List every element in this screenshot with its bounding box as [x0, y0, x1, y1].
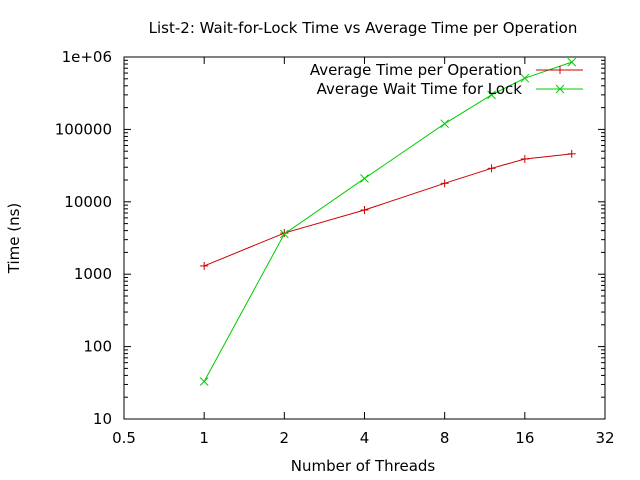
- x-tick-label: 1: [199, 429, 209, 447]
- series-2-point: [279, 229, 289, 239]
- plot-frame: [123, 56, 606, 420]
- series-1-point: [567, 149, 576, 158]
- y-tick-label: 100000: [55, 120, 112, 138]
- x-tick-label: 8: [440, 429, 450, 447]
- series-1-point: [440, 179, 449, 188]
- series-1-point: [360, 206, 369, 215]
- series-1-point: [200, 261, 209, 270]
- y-tick-label: 1000: [74, 265, 112, 283]
- chart-title: List-2: Wait-for-Lock Time vs Average Ti…: [149, 19, 578, 37]
- x-tick-label: 32: [595, 429, 614, 447]
- x-axis-label: Number of Threads: [291, 457, 436, 475]
- series-line-1: [203, 153, 572, 267]
- series-2-point: [199, 377, 209, 386]
- y-tick-label: 10000: [64, 193, 112, 211]
- axis-ticks: 0.5 1 2 4 8 16 32 10 100 1000 10000 100000 1e+06: [55, 48, 615, 447]
- x-tick-label: 16: [515, 429, 534, 447]
- x-tick-label: 2: [280, 429, 290, 447]
- y-tick-label: 100: [83, 338, 112, 356]
- series-2-point: [567, 57, 577, 67]
- plot-lines: [199, 57, 577, 386]
- legend-label: Average Wait Time for Lock: [317, 80, 523, 98]
- series-1-point: [520, 155, 529, 164]
- legend-marker: [555, 84, 565, 94]
- series-2-point: [360, 174, 369, 183]
- y-tick-label: 1e+06: [62, 48, 112, 66]
- legend-label: Average Time per Operation: [310, 61, 522, 79]
- y-axis-label: Time (ns): [5, 203, 23, 275]
- series-1-point: [487, 164, 496, 173]
- x-tick-label: 0.5: [112, 429, 136, 447]
- series-line-2: [203, 61, 572, 382]
- series-1-point: [280, 229, 289, 238]
- series-2-point: [440, 119, 450, 129]
- x-tick-label: 4: [360, 429, 370, 447]
- series-2-point: [520, 73, 530, 83]
- legend-marker: [556, 66, 564, 74]
- series-2-point: [487, 90, 496, 100]
- y-tick-label: 10: [93, 410, 112, 428]
